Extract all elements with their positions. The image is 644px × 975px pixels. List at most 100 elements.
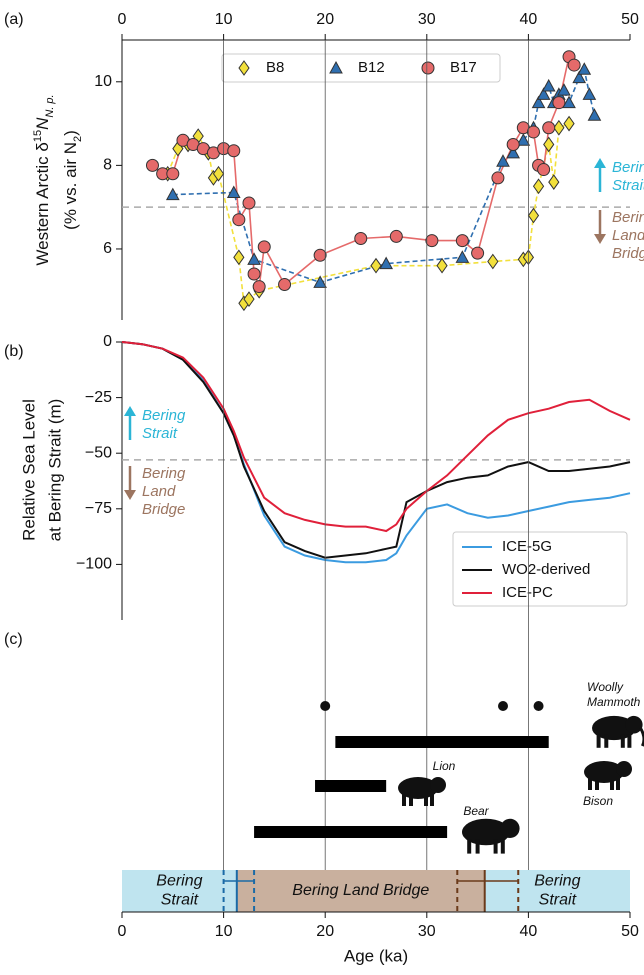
marker [472,247,484,259]
animal-icon [430,777,446,793]
y-tick-label: 6 [103,240,112,257]
legend-label: ICE-PC [502,584,553,601]
y-tick-label: 8 [103,157,112,174]
marker [390,230,402,242]
marker [527,126,539,138]
period-label: Strait [539,892,577,909]
animal-icon [640,728,644,746]
annotation: Strait [612,177,644,194]
range-bar [335,736,548,748]
date-dot [534,701,544,711]
animal-icon [621,735,625,748]
x-tick-label: 30 [418,923,436,940]
x-tick-label: 20 [316,923,334,940]
animal-icon [597,735,601,748]
legend-label: B8 [266,59,284,76]
marker [248,268,260,280]
marker [279,278,291,290]
animal-icon [625,716,643,734]
arrow-head [124,490,136,500]
legend-label: WO2-derived [502,561,590,578]
y-axis-label-part: N. p. [44,94,56,117]
period-label: Bering [156,873,202,890]
marker [583,88,595,99]
animal-icon [424,794,428,806]
marker [234,250,244,264]
animal-icon [430,794,434,806]
date-dot [498,701,508,711]
annotation: Bridge [142,501,185,518]
animal-icon [595,778,599,790]
arrow-head [594,234,606,244]
animal-icon [627,735,631,748]
annotation: Bering [612,159,644,176]
y-axis-label-part: 15 [32,130,44,142]
arrow-head [124,406,136,416]
animal-icon [500,819,519,838]
marker [568,59,580,71]
range-bar [254,826,447,838]
marker [228,145,240,157]
marker [543,80,555,91]
x-tick-label: 30 [418,11,436,28]
marker [167,168,179,180]
marker [253,281,265,293]
animal-label: Bear [463,804,489,818]
animal-label: Woolly [587,680,624,694]
animal-icon [467,839,471,853]
panel-label: (c) [4,631,23,648]
y-tick-label: 0 [103,333,112,350]
animal-icon [610,778,614,790]
annotation: Bering [612,209,644,226]
animal-icon [476,839,480,853]
animal-icon [604,735,608,748]
marker [456,251,468,262]
series-line [122,342,630,531]
marker [544,137,554,151]
marker [492,172,504,184]
marker [248,253,260,264]
range-bar [315,780,386,792]
legend-label: ICE-5G [502,538,552,555]
x-tick-label: 20 [316,11,334,28]
legend-marker [422,62,434,74]
annotation: Bering [142,407,186,424]
y-axis-label-part: ) [61,130,80,136]
x-tick-label: 50 [621,11,639,28]
x-tick-label: 10 [215,923,233,940]
annotation: Bridge [612,245,644,262]
y-tick-label: 10 [94,73,112,90]
animal-icon [616,761,632,777]
marker [507,138,519,150]
marker [258,241,270,253]
marker [588,109,600,120]
x-tick-label: 10 [215,11,233,28]
period-label: Bering [534,873,580,890]
y-tick-label: −100 [76,556,112,573]
animal-label: Bison [583,794,613,808]
marker [371,259,381,273]
y-tick-label: −25 [85,389,112,406]
marker [314,249,326,261]
figure: (a)010203040506810Western Arctic δ15NN. … [0,0,644,975]
animal-icon [616,778,620,790]
y-tick-label: −75 [85,500,112,517]
marker [554,121,564,135]
y-axis-label-part: Western Arctic δ [33,142,52,265]
marker [528,209,538,223]
marker [233,214,245,226]
y-axis-label: at Bering Strait (m) [45,399,64,542]
animal-icon [409,794,413,806]
animal-icon [402,794,406,806]
panel-label: (b) [4,343,24,360]
legend-label: B17 [450,59,477,76]
animal-icon [494,839,498,853]
annotation: Land [612,227,644,244]
marker [355,233,367,245]
animal-label: Lion [433,759,456,773]
marker [549,175,559,189]
marker [553,97,565,109]
marker [534,179,544,193]
marker [456,235,468,247]
animal-label: Mammoth [587,695,641,709]
